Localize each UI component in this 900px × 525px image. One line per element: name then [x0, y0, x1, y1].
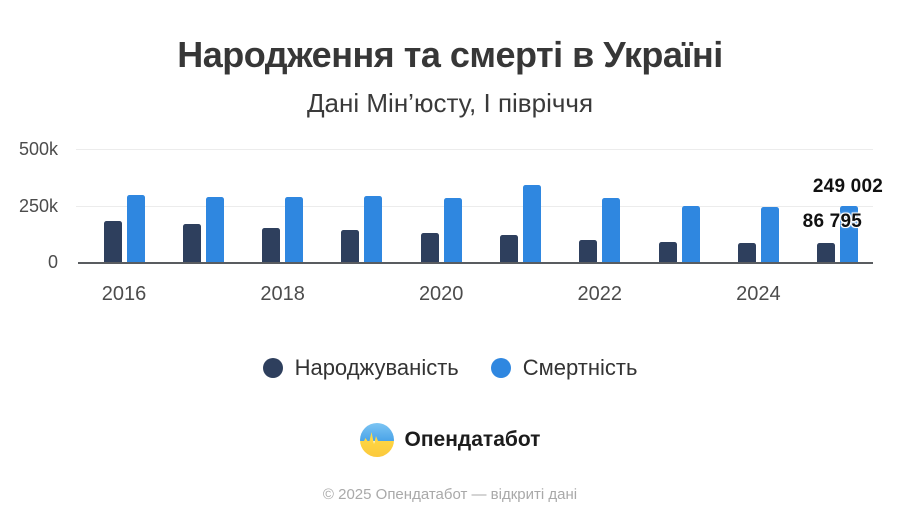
bar-births-2020[interactable]	[420, 232, 439, 263]
bar-births-2022[interactable]	[579, 240, 598, 263]
legend-dot-births-icon	[262, 358, 283, 378]
bar-deaths-2022[interactable]	[602, 198, 621, 263]
bar-deaths-2024[interactable]	[760, 207, 779, 263]
page-subtitle: Дані Мін’юсту, І півріччя	[306, 88, 594, 118]
bar-births-2018[interactable]	[262, 227, 281, 263]
value-label-births-2025: 86 795	[802, 211, 862, 232]
opendatabot-logo[interactable]: Опендатабот	[0, 423, 900, 457]
legend-label-deaths: Смертність	[522, 355, 638, 380]
legend-label-births: Народжуваність	[294, 355, 459, 380]
x-axis-label-2022: 2022	[577, 283, 623, 305]
bar-chart: 500k 250k 0 249 002 86 795 2016 2018 2020 2…	[18, 139, 883, 305]
page-title: Народження та смерті в Україні	[177, 34, 723, 75]
gridline-500k	[76, 149, 873, 150]
bar-births-2016[interactable]	[103, 220, 122, 263]
x-axis-label-2020: 2020	[418, 283, 464, 305]
bar-deaths-2019[interactable]	[364, 195, 383, 263]
bar-deaths-2021[interactable]	[523, 185, 541, 263]
x-axis-label-2024: 2024	[736, 283, 781, 305]
legend-item-deaths[interactable]: Смертність	[490, 355, 638, 381]
bar-deaths-2020[interactable]	[443, 198, 462, 263]
bar-births-2025[interactable]	[817, 243, 836, 263]
y-axis-label-500k: 500k	[18, 139, 58, 159]
bar-births-2024[interactable]	[737, 243, 756, 263]
bar-deaths-2016[interactable]	[126, 195, 145, 263]
x-axis-label-2016: 2016	[101, 283, 147, 305]
bar-births-2023[interactable]	[658, 242, 677, 263]
brand-name: Опендатабот	[404, 428, 541, 451]
gridline-250k	[76, 206, 873, 207]
ukraine-pulse-icon	[359, 423, 394, 457]
bar-births-2017[interactable]	[182, 223, 201, 263]
bar-deaths-2017[interactable]	[205, 196, 224, 263]
x-axis-line	[78, 262, 873, 264]
legend-dot-deaths-icon	[490, 358, 511, 378]
copyright-text: © 2025 Опендатабот — відкриті дані	[322, 486, 578, 503]
value-label-deaths-2025: 249 002	[812, 176, 883, 197]
bar-deaths-2023[interactable]	[681, 206, 700, 263]
bar-deaths-2025[interactable]	[840, 206, 859, 263]
y-axis-label-0: 0	[47, 252, 58, 272]
y-axis-label-250k: 250k	[18, 196, 58, 216]
legend-item-births[interactable]: Народжуваність	[262, 355, 459, 381]
bar-births-2021[interactable]	[500, 234, 518, 263]
bar-deaths-2018[interactable]	[285, 197, 304, 263]
chart-legend: Народжуваність Смертність	[0, 355, 900, 381]
x-axis-label-2018: 2018	[260, 283, 305, 305]
bar-births-2019[interactable]	[341, 229, 360, 263]
